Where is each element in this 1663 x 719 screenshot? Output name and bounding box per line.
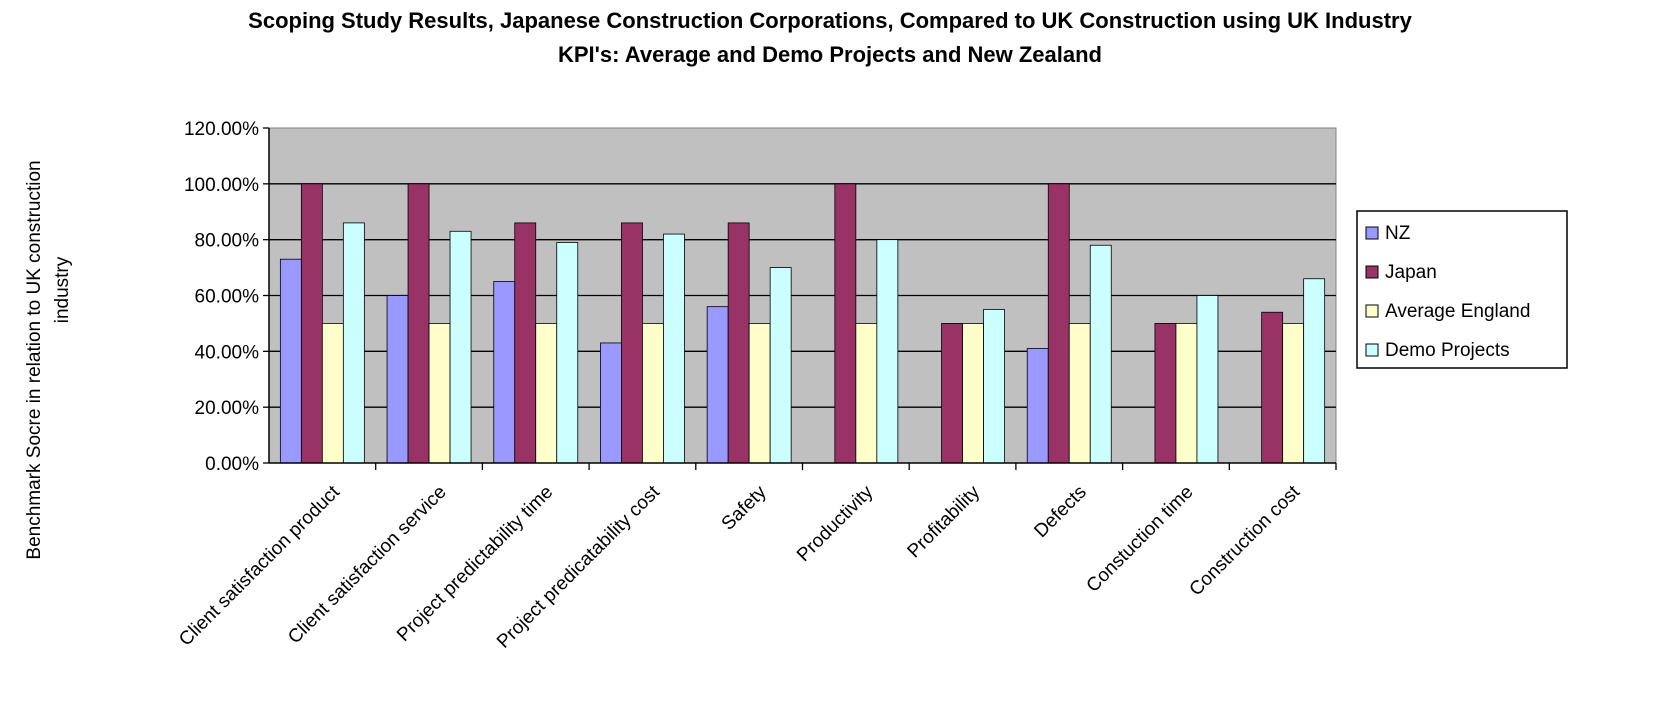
legend-swatch <box>1365 304 1379 318</box>
bar-demo-projects <box>1089 244 1112 464</box>
y-tick-label: 100.00% <box>184 175 259 196</box>
bar-average-england <box>962 323 984 464</box>
legend-swatch <box>1365 265 1379 279</box>
bar-demo-projects <box>769 267 792 464</box>
bar-average-england <box>535 323 558 464</box>
bar-nz <box>600 342 622 464</box>
bar-japan <box>514 222 537 464</box>
y-tick-label: 120.00% <box>184 119 259 140</box>
legend-label: Demo Projects <box>1385 340 1510 361</box>
bar-average-england <box>321 323 344 464</box>
x-tick-label: Safety <box>718 481 771 534</box>
y-axis-label-line-2: industry <box>52 256 73 323</box>
axes <box>263 127 1337 470</box>
legend-swatch <box>1365 343 1379 357</box>
y-tick-label: 40.00% <box>195 342 260 363</box>
bar-nz <box>706 306 729 464</box>
y-axis-label-line-1: Benchmark Socre in relation to UK constr… <box>24 160 45 559</box>
bar-nz <box>386 295 409 464</box>
x-tick-label: Productivity <box>793 481 878 566</box>
chart-title-line-1: Scoping Study Results, Japanese Construc… <box>248 8 1412 33</box>
bars <box>279 183 1326 464</box>
bar-demo-projects <box>449 230 472 464</box>
bar-average-england <box>428 323 451 464</box>
bar-demo-projects <box>876 239 899 464</box>
bar-average-england <box>1175 323 1198 464</box>
bar-demo-projects <box>342 222 365 464</box>
y-tick-labels: 0.00% 20.00% 40.00% 60.00% 80.00% 100.00% 120.… <box>184 119 259 475</box>
y-tick-label: 0.00% <box>205 454 259 475</box>
y-tick-label: 80.00% <box>195 231 260 252</box>
bar-demo-projects <box>1196 295 1219 464</box>
legend: NZ Japan Average England Demo Projects <box>1356 210 1568 369</box>
legend-label: Japan <box>1385 262 1437 283</box>
bar-average-england <box>1068 323 1091 464</box>
bar-average-england <box>748 323 771 464</box>
y-tick-label: 20.00% <box>195 398 260 419</box>
bar-demo-projects <box>983 309 1005 464</box>
legend-swatch <box>1365 226 1379 240</box>
bar-japan <box>621 222 643 464</box>
bar-average-england <box>855 323 878 464</box>
bar-demo-projects <box>663 233 685 464</box>
bar-japan <box>1154 323 1177 464</box>
x-tick-label: Constuction time <box>1083 482 1198 597</box>
bar-average-england <box>642 323 664 464</box>
bar-nz <box>493 281 516 464</box>
bar-japan <box>1261 311 1284 464</box>
legend-box <box>1356 210 1568 369</box>
bar-average-england <box>1282 323 1305 464</box>
bar-nz <box>1026 348 1049 464</box>
x-tick-label: Construction cost <box>1186 481 1305 600</box>
legend-label: NZ <box>1385 223 1411 244</box>
legend-label: Average England <box>1385 301 1530 322</box>
bar-nz <box>279 258 302 464</box>
bar-demo-projects <box>1303 278 1326 464</box>
y-tick-label: 60.00% <box>195 287 260 308</box>
bar-japan <box>407 183 430 464</box>
bar-japan <box>300 183 323 464</box>
chart-title-line-2: KPI's: Average and Demo Projects and New… <box>558 42 1102 67</box>
bar-demo-projects <box>556 242 579 464</box>
x-tick-label: Defects <box>1030 482 1090 542</box>
x-tick-label: Profitability <box>904 481 985 562</box>
bar-japan <box>941 323 963 464</box>
bar-japan <box>727 222 750 464</box>
bar-japan <box>834 183 857 464</box>
bar-japan <box>1047 183 1070 464</box>
